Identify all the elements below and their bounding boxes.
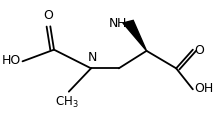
Text: O: O [195, 44, 204, 57]
Polygon shape [123, 20, 147, 51]
Text: NH$_2$: NH$_2$ [108, 17, 133, 32]
Text: CH$_3$: CH$_3$ [55, 95, 79, 110]
Text: OH: OH [195, 82, 214, 95]
Text: HO: HO [2, 54, 21, 67]
Text: N: N [88, 51, 98, 64]
Text: O: O [43, 9, 53, 22]
